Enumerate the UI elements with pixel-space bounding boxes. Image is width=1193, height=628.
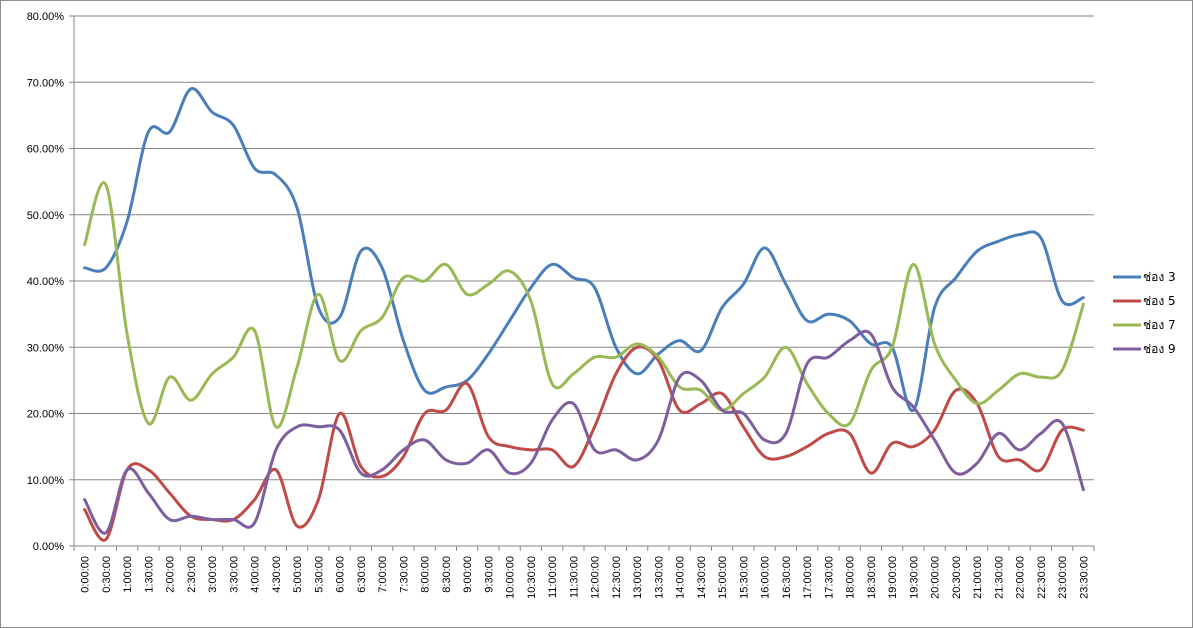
x-tick-label: 11:30:00 — [568, 556, 580, 598]
x-tick-label: 23:00:00 — [1057, 556, 1069, 599]
y-tick-label: 20.00% — [27, 409, 65, 421]
x-tick-label: 13:00:00 — [632, 556, 644, 599]
x-tick-label: 8:30:00 — [441, 556, 453, 593]
y-tick-label: 40.00% — [27, 276, 65, 288]
x-tick-label: 3:00:00 — [207, 556, 219, 593]
x-tick-label: 17:00:00 — [802, 556, 814, 599]
x-tick-label: 8:00:00 — [420, 556, 432, 593]
x-tick-label: 1:30:00 — [143, 556, 155, 593]
x-tick-label: 20:30:00 — [951, 556, 963, 599]
legend-label-3: ช่อง 7 — [1143, 318, 1176, 332]
x-tick-label: 19:30:00 — [908, 556, 920, 599]
x-tick-label: 12:30:00 — [611, 556, 623, 599]
x-tick-label: 18:00:00 — [845, 556, 857, 599]
legend-label-4: ช่อง 9 — [1143, 342, 1176, 356]
x-tick-label: 0:30:00 — [101, 556, 113, 593]
x-tick-label: 5:00:00 — [292, 556, 304, 593]
series-line-2 — [83, 345, 1085, 542]
x-tick-label: 21:30:00 — [993, 556, 1005, 599]
x-tick-label: 2:00:00 — [165, 556, 177, 593]
x-tick-label: 5:30:00 — [313, 556, 325, 593]
series-line-1 — [83, 87, 1085, 412]
x-tick-label: 7:00:00 — [377, 556, 389, 593]
x-tick-label: 1:00:00 — [122, 556, 134, 593]
y-tick-label: 0.00% — [33, 541, 64, 553]
x-tick-label: 13:30:00 — [653, 556, 665, 599]
x-tick-label: 10:30:00 — [526, 556, 538, 599]
legend-label-2: ช่อง 5 — [1143, 294, 1176, 308]
x-tick-label: 6:30:00 — [356, 556, 368, 593]
x-tick-label: 3:30:00 — [228, 556, 240, 593]
series-line-3 — [83, 181, 1085, 429]
y-tick-label: 80.00% — [27, 11, 65, 23]
x-tick-label: 22:30:00 — [1036, 556, 1048, 599]
x-tick-label: 16:30:00 — [781, 556, 793, 599]
x-tick-label: 15:00:00 — [717, 556, 729, 599]
y-tick-label: 50.00% — [27, 210, 65, 222]
x-tick-label: 15:30:00 — [738, 556, 750, 599]
x-tick-label: 12:00:00 — [590, 556, 602, 599]
x-tick-label: 14:30:00 — [696, 556, 708, 599]
x-tick-label: 10:00:00 — [505, 556, 517, 599]
x-tick-label: 4:30:00 — [271, 556, 283, 593]
x-tick-label: 16:00:00 — [760, 556, 772, 599]
gridlines — [74, 15, 1094, 481]
x-tick-label: 4:00:00 — [250, 556, 262, 593]
x-tick-label: 17:30:00 — [823, 556, 835, 599]
x-tick-label: 9:30:00 — [483, 556, 495, 593]
x-tick-label: 20:00:00 — [930, 556, 942, 599]
y-tick-label: 30.00% — [27, 342, 65, 354]
x-tick-label: 7:30:00 — [398, 556, 410, 593]
series-line-4 — [83, 329, 1085, 535]
x-tick-label: 23:30:00 — [1078, 556, 1090, 599]
x-tick-label: 19:00:00 — [887, 556, 899, 599]
legend-label-1: ช่อง 3 — [1143, 270, 1176, 284]
x-tick-label: 11:00:00 — [547, 556, 559, 598]
x-tick-label: 18:30:00 — [866, 556, 878, 599]
x-tick-label: 0:00:00 — [80, 556, 92, 593]
x-tick-label: 2:30:00 — [186, 556, 198, 593]
x-tick-label: 14:00:00 — [675, 556, 687, 599]
y-tick-label: 10.00% — [27, 475, 65, 487]
x-tick-label: 9:00:00 — [462, 556, 474, 593]
x-tick-label: 6:00:00 — [335, 556, 347, 593]
y-tick-label: 60.00% — [27, 144, 65, 156]
y-tick-label: 70.00% — [27, 77, 65, 89]
x-tick-label: 21:00:00 — [972, 556, 984, 599]
x-tick-label: 22:00:00 — [1015, 556, 1027, 599]
